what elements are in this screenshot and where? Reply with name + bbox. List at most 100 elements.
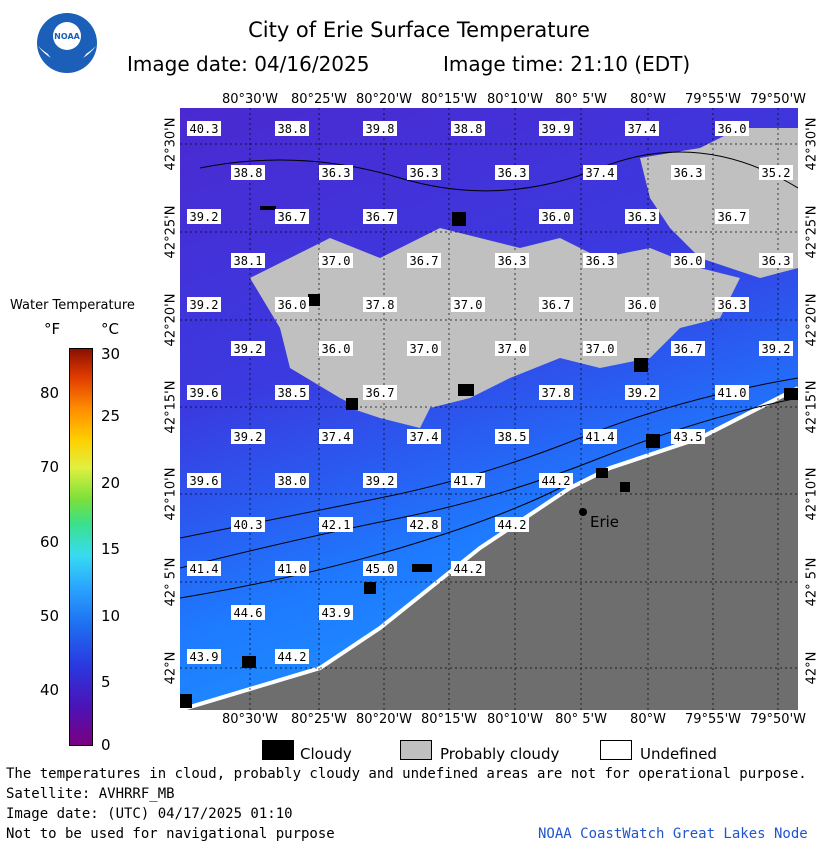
temperature-label: 36.0 [718, 122, 747, 136]
temperature-label: 41.7 [454, 474, 483, 488]
temperature-label-bg [363, 209, 397, 224]
lon-bottom-tick-2: 80°20'W [355, 712, 413, 727]
temperature-label-bg [187, 297, 221, 312]
temperature-label: 41.4 [190, 562, 219, 576]
lat-left-tick-5: 42° 5'N [163, 557, 179, 607]
temperature-label-bg [187, 473, 221, 488]
temperature-label-bg [625, 385, 659, 400]
cloudy-areas [180, 206, 798, 708]
temperature-label: 43.5 [674, 430, 703, 444]
fahrenheit-tick-1: 70 [40, 458, 60, 476]
temperature-label-bg [231, 165, 265, 180]
temperature-colorbar [69, 348, 93, 746]
temperature-label: 40.3 [234, 518, 263, 532]
lon-bottom-tick-0: 80°30'W [221, 712, 279, 727]
temperature-label: 36.7 [674, 342, 703, 356]
temperature-label: 38.5 [278, 386, 307, 400]
temperature-label-bg [231, 517, 265, 532]
lon-top-tick-7: 79°55'W [684, 92, 742, 107]
temperature-label-bg [187, 121, 221, 136]
temperature-label: 36.3 [628, 210, 657, 224]
temperature-label: 36.3 [586, 254, 615, 268]
temperature-label: 36.7 [366, 386, 395, 400]
celsius-tick-0: 30 [101, 345, 121, 363]
temperature-label: 37.0 [498, 342, 527, 356]
temperature-label-bg [407, 429, 441, 444]
temperature-label-bg [363, 297, 397, 312]
lat-right-tick-0: 42°30'N [804, 117, 820, 171]
temperature-label: 36.0 [542, 210, 571, 224]
footer-credit: NOAA CoastWatch Great Lakes Node [538, 826, 808, 842]
probably-cloudy-key-label: Probably cloudy [440, 745, 560, 763]
temperature-label-bg [187, 649, 221, 664]
temperature-label: 36.7 [410, 254, 439, 268]
cloudy-swatch [262, 740, 294, 760]
temperature-label-bg [319, 165, 353, 180]
probably-cloudy-swatch [400, 740, 432, 760]
temperature-label-bg [451, 561, 485, 576]
celsius-tick-3: 15 [101, 540, 121, 558]
fahrenheit-tick-4: 40 [40, 681, 60, 699]
temperature-label-bg [539, 385, 573, 400]
temperature-label-bg [407, 253, 441, 268]
temperature-label: 37.8 [366, 298, 395, 312]
lon-bottom-tick-1: 80°25'W [290, 712, 348, 727]
temperature-label-bg [671, 341, 705, 356]
temperature-label: 38.1 [234, 254, 263, 268]
temperature-label-bg [363, 121, 397, 136]
lon-top-tick-1: 80°25'W [290, 92, 348, 107]
temperature-label-bg [275, 561, 309, 576]
lon-bottom-tick-8: 79°50'W [749, 712, 807, 727]
erie-city-marker [579, 508, 587, 516]
temperature-label-bg [715, 209, 749, 224]
temperature-label-bg [407, 517, 441, 532]
erie-city-label: Erie [590, 513, 619, 531]
lon-bottom-tick-7: 79°55'W [684, 712, 742, 727]
temperature-labels: 40.3 38.8 39.8 38.8 39.9 37.4 36.0 38.8 36.3 36.3… [187, 121, 793, 664]
temperature-label: 37.0 [322, 254, 351, 268]
temperature-label-bg [319, 429, 353, 444]
celsius-tick-6: 0 [101, 736, 111, 754]
legend-unit-f: °F [44, 320, 61, 338]
lon-top-tick-8: 79°50'W [749, 92, 807, 107]
lon-top-tick-5: 80° 5'W [555, 92, 607, 107]
celsius-tick-5: 5 [101, 673, 111, 691]
temperature-label: 39.9 [542, 122, 571, 136]
temperature-label-bg [759, 341, 793, 356]
temperature-label: 38.8 [454, 122, 483, 136]
temperature-label-bg [451, 297, 485, 312]
logo-text: NOAA [54, 32, 80, 41]
temperature-label: 36.3 [498, 254, 527, 268]
temperature-label-bg [231, 253, 265, 268]
temperature-label: 37.0 [410, 342, 439, 356]
lat-left-tick-1: 42°25'N [163, 205, 179, 259]
footer-nav-warning: Not to be used for navigational purpose [6, 826, 335, 842]
lat-left-tick-0: 42°30'N [163, 117, 179, 171]
lat-right-tick-3: 42°15'N [804, 380, 820, 434]
temperature-label: 38.5 [498, 430, 527, 444]
lat-left-tick-3: 42°15'N [163, 380, 179, 434]
temperature-label: 39.2 [628, 386, 657, 400]
fahrenheit-tick-2: 60 [40, 533, 60, 551]
temperature-label: 36.0 [628, 298, 657, 312]
temperature-label-bg [275, 209, 309, 224]
page-title: City of Erie Surface Temperature [248, 18, 590, 42]
lat-left-tick-4: 42°10'N [163, 467, 179, 521]
image-time: Image time: 21:10 (EDT) [443, 52, 691, 76]
temperature-label-bg [495, 165, 529, 180]
image-date: Image date: 04/16/2025 [127, 52, 370, 76]
lon-top-tick-4: 80°10'W [486, 92, 544, 107]
temperature-label: 42.1 [322, 518, 351, 532]
temperature-label: 44.2 [454, 562, 483, 576]
temperature-label: 39.6 [190, 386, 219, 400]
temperature-label: 36.7 [718, 210, 747, 224]
temperature-label: 36.7 [366, 210, 395, 224]
temperature-label: 44.6 [234, 606, 263, 620]
temperature-label-bg [625, 209, 659, 224]
temperature-label-bg [715, 121, 749, 136]
temperature-label-bg [363, 561, 397, 576]
footer-note: The temperatures in cloud, probably clou… [6, 766, 807, 782]
temperature-label: 40.3 [190, 122, 219, 136]
temperature-label-bg [275, 649, 309, 664]
temperature-label: 39.8 [366, 122, 395, 136]
